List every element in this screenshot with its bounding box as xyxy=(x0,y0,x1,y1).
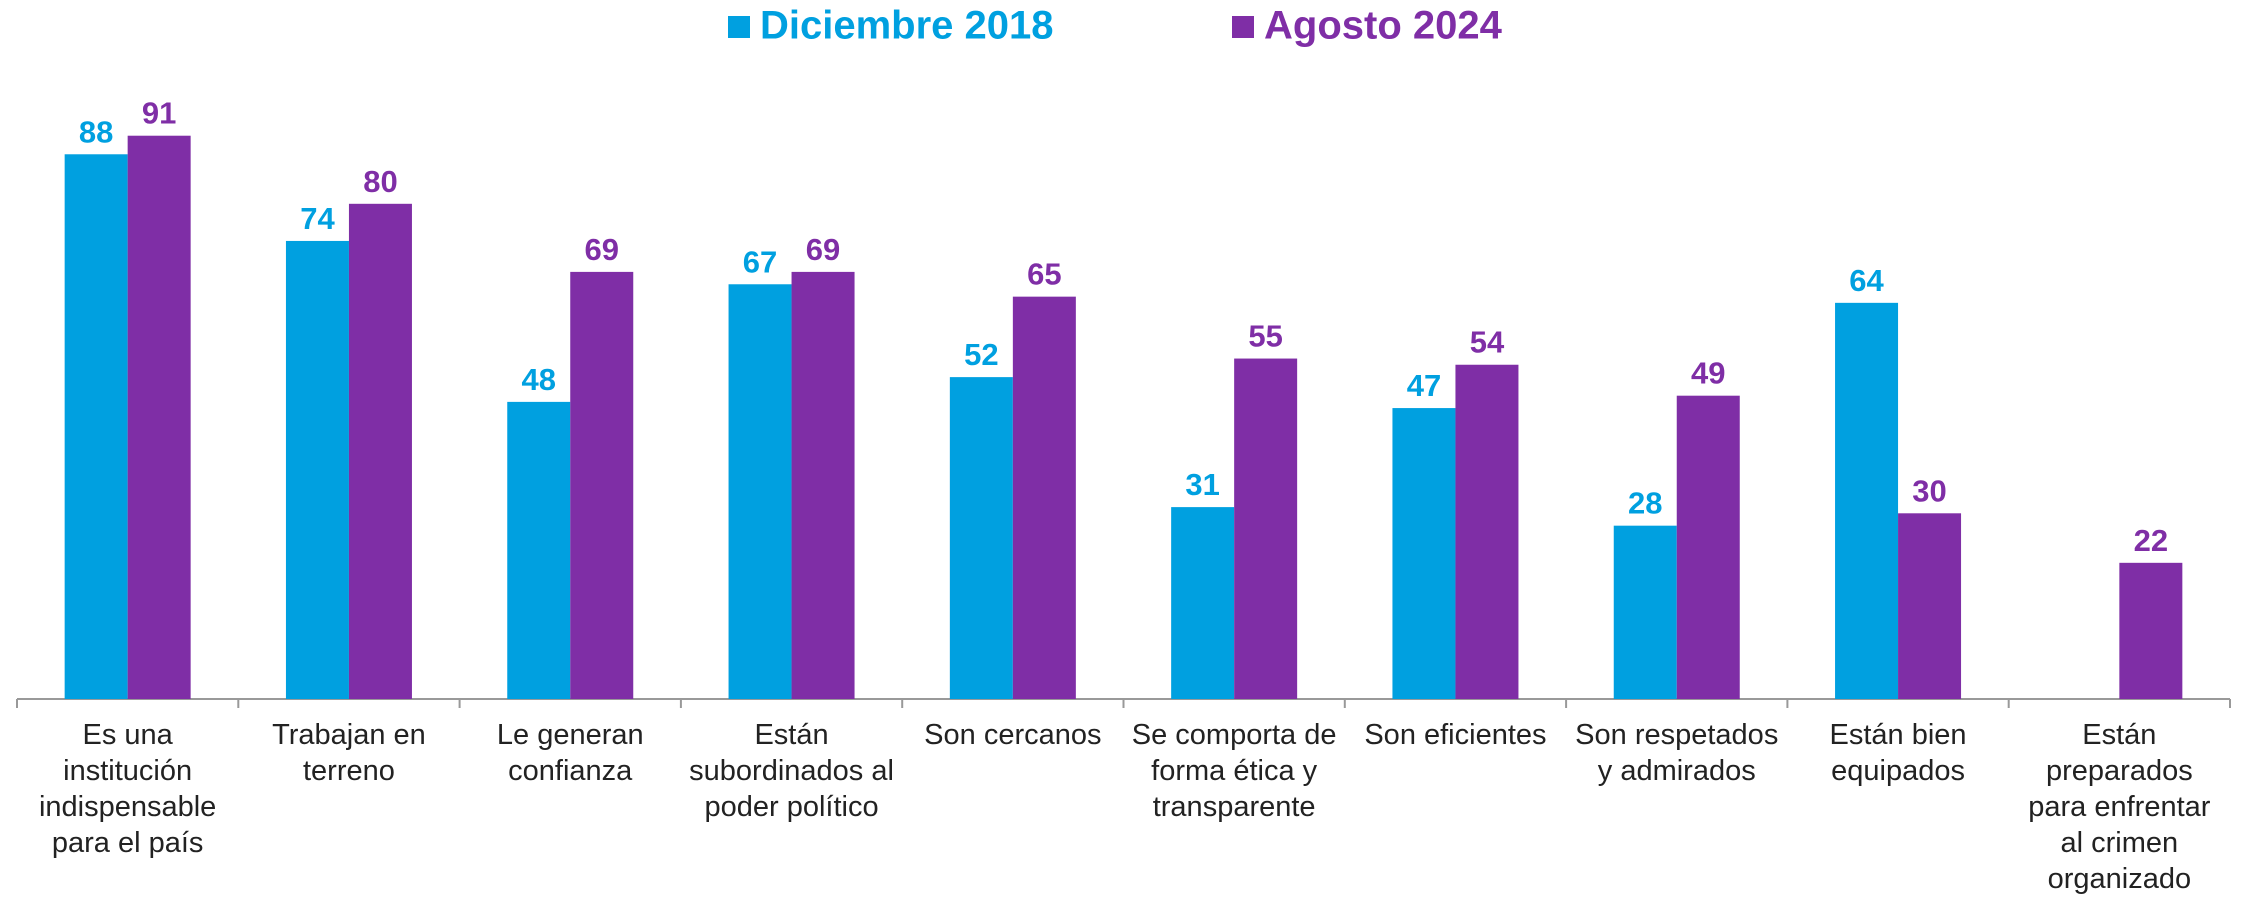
value-label: 22 xyxy=(2134,523,2168,558)
bar xyxy=(1234,358,1298,699)
bar xyxy=(1676,395,1740,699)
x-tick-label: Están subordinados al poder político xyxy=(689,719,894,823)
value-label: 30 xyxy=(1912,473,1946,508)
x-tick-label: Es una institución indispensable para el… xyxy=(38,719,217,859)
value-label: 69 xyxy=(585,232,619,267)
legend-swatch xyxy=(1232,16,1254,38)
value-label: 47 xyxy=(1407,368,1441,403)
value-label: 54 xyxy=(1470,325,1505,360)
x-tick-label: Trabajan en terreno xyxy=(272,719,426,787)
x-tick-label: Están bien equipados xyxy=(1829,719,1967,787)
value-label: 80 xyxy=(363,164,397,199)
bar xyxy=(1455,364,1519,699)
value-label: 64 xyxy=(1849,263,1884,298)
bar xyxy=(507,401,571,699)
bar xyxy=(1835,302,1899,699)
x-tick-label: Son respetados y admirados xyxy=(1575,719,1779,787)
value-label: 55 xyxy=(1248,319,1282,354)
bar xyxy=(728,284,792,699)
value-label: 67 xyxy=(743,244,777,279)
x-tick-label: Son eficientes xyxy=(1364,719,1547,751)
value-label: 74 xyxy=(300,201,335,236)
legend-label: Diciembre 2018 xyxy=(760,4,1054,48)
bar xyxy=(1898,513,1962,699)
value-label: 52 xyxy=(964,337,998,372)
value-label: 48 xyxy=(522,362,556,397)
bar xyxy=(1012,296,1076,699)
x-tick-label: Se comporta de forma ética y transparent… xyxy=(1131,719,1337,823)
bar xyxy=(1171,507,1235,699)
value-label: 91 xyxy=(142,96,176,131)
bar xyxy=(949,377,1013,699)
value-label: 28 xyxy=(1628,486,1662,521)
x-tick-label: Son cercanos xyxy=(924,719,1102,751)
bar xyxy=(285,240,349,699)
bar xyxy=(348,203,412,700)
x-tick-label: Están preparados para enfrentar al crime… xyxy=(2028,719,2211,895)
x-tick-label: Le generan confianza xyxy=(496,719,644,787)
value-label: 65 xyxy=(1027,257,1061,292)
value-label: 31 xyxy=(1185,467,1219,502)
bar xyxy=(127,135,191,699)
bar xyxy=(1613,525,1677,699)
value-label: 49 xyxy=(1691,356,1725,391)
legend-swatch xyxy=(728,16,750,38)
bar xyxy=(2119,562,2183,699)
bar xyxy=(570,271,634,699)
value-label: 88 xyxy=(79,114,113,149)
bar xyxy=(791,271,855,699)
bar xyxy=(64,154,128,699)
bar xyxy=(1392,408,1456,699)
value-label: 69 xyxy=(806,232,840,267)
legend-label: Agosto 2024 xyxy=(1264,4,1503,48)
